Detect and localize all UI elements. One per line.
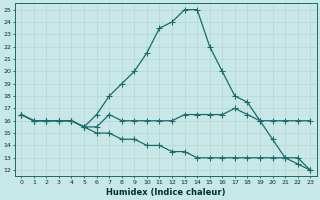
X-axis label: Humidex (Indice chaleur): Humidex (Indice chaleur): [106, 188, 226, 197]
